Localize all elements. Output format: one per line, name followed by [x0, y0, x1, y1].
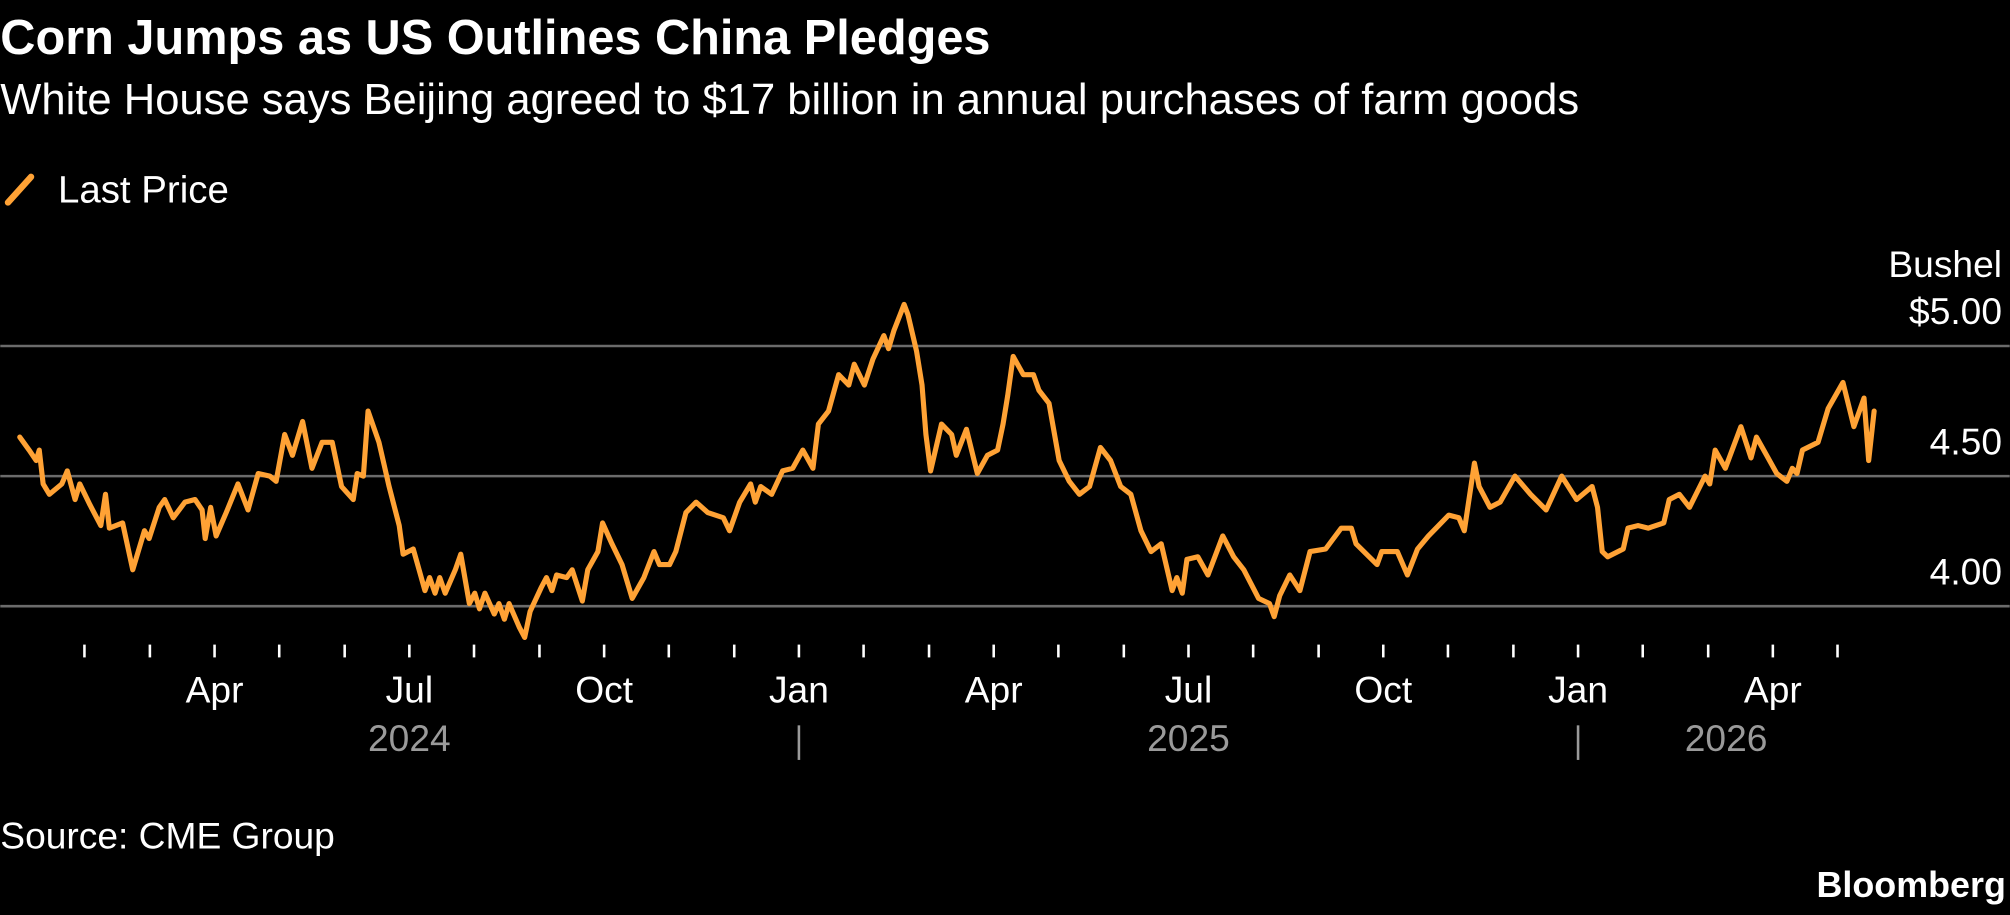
x-tick-label: Apr — [965, 668, 1023, 710]
x-tick-label: Apr — [1744, 668, 1802, 710]
y-tick-label: $5.00 — [1909, 290, 2002, 332]
y-tick-label: 4.00 — [1930, 550, 2002, 592]
year-label: 2025 — [1147, 717, 1230, 759]
y-axis-label: Bushel — [1888, 243, 2002, 285]
y-tick-label: 4.50 — [1930, 420, 2002, 462]
legend-swatch — [4, 173, 35, 206]
chart-title: Corn Jumps as US Outlines China Pledges — [0, 11, 990, 65]
price-line — [17, 301, 1877, 641]
x-tick-label: Apr — [186, 668, 244, 710]
legend-label: Last Price — [58, 168, 229, 211]
year-label: 2026 — [1685, 717, 1768, 759]
year-label: 2024 — [368, 717, 451, 759]
x-tick-label: Jul — [386, 668, 434, 710]
x-tick-label: Jul — [1165, 668, 1213, 710]
x-tick-label: Oct — [1354, 668, 1412, 710]
source: Source: CME Group — [0, 814, 335, 856]
x-tick-label: Jan — [1548, 668, 1608, 710]
x-tick-label: Oct — [575, 668, 633, 710]
credit: Bloomberg — [1817, 865, 2006, 905]
x-tick-label: Jan — [769, 668, 829, 710]
chart-subtitle: White House says Beijing agreed to $17 b… — [0, 76, 1579, 124]
